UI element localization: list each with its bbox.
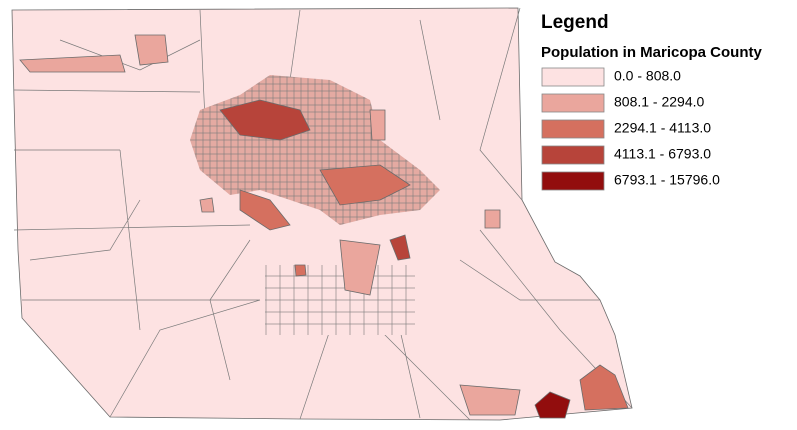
legend: Legend Population in Maricopa County 0.0… [541,12,762,191]
legend-label: 0.0 - 808.0 [614,68,681,84]
legend-label: 2294.1 - 4113.0 [614,120,711,136]
legend-swatch [541,119,605,139]
legend-label: 808.1 - 2294.0 [614,94,705,110]
county-map [11,7,633,421]
legend-swatch [541,93,605,113]
legend-label: 6793.1 - 15796.0 [614,172,720,188]
suburb-grid [265,265,415,335]
tract-lines [13,7,633,421]
tract-highlights [19,34,629,419]
legend-swatch [541,145,605,165]
legend-label: 4113.1 - 6793.0 [614,146,711,162]
legend-subtitle: Population in Maricopa County [541,44,762,61]
legend-swatch [541,171,605,191]
legend-title: Legend [541,12,609,33]
legend-swatch [541,67,605,87]
